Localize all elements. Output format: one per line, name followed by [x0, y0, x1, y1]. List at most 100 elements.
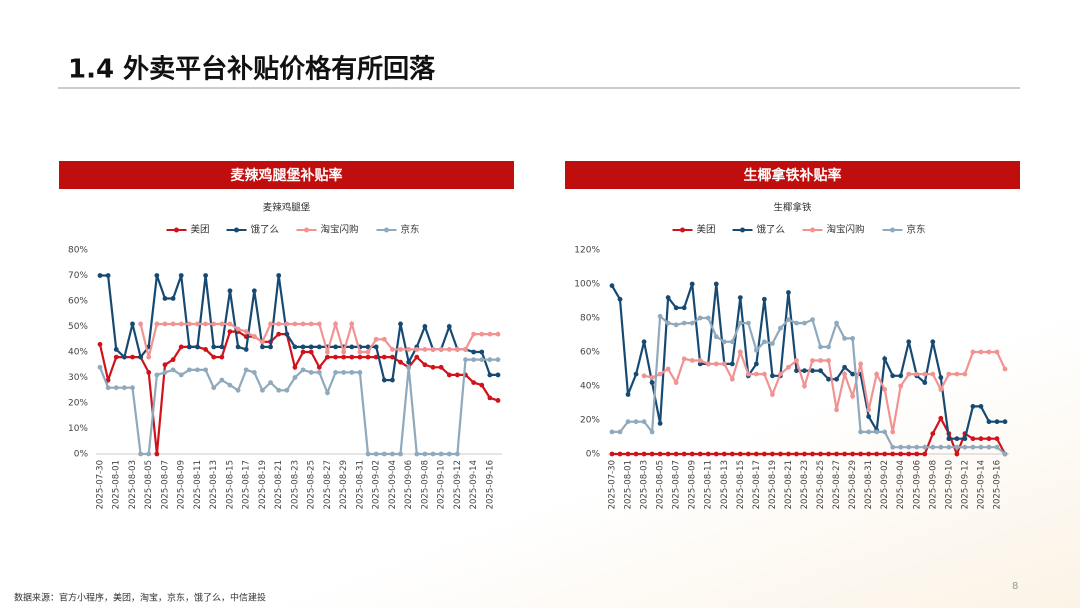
data-point [617, 296, 623, 302]
data-point [479, 349, 485, 355]
data-point [842, 451, 847, 457]
data-point [633, 419, 639, 425]
data-point [381, 451, 387, 457]
data-point [625, 419, 631, 425]
data-point [866, 414, 872, 419]
y-tick-label: 10% [68, 424, 88, 434]
data-point [834, 407, 839, 413]
panel-heading: 生椰拿铁补贴率 [744, 167, 842, 184]
data-point [938, 415, 944, 421]
data-point [986, 444, 992, 450]
x-tick-label: 2025-08-17 [242, 460, 252, 509]
data-point [617, 429, 623, 435]
data-point [858, 361, 864, 367]
data-point [770, 341, 775, 346]
data-point [938, 387, 944, 392]
data-point [673, 322, 679, 328]
data-point [414, 451, 420, 457]
data-point [786, 290, 791, 295]
data-point [341, 349, 347, 355]
data-point [373, 344, 379, 350]
data-point [487, 331, 493, 337]
data-point [721, 339, 727, 345]
data-point [446, 347, 452, 352]
source-note: 数据来源：官方小程序，美团，淘宝，京东，饿了么，中信建投 [14, 592, 266, 604]
x-tick-label: 2025-08-27 [832, 460, 842, 509]
x-tick-label: 2025-09-02 [880, 460, 890, 509]
data-point [300, 321, 306, 327]
data-point [1002, 366, 1008, 372]
data-point [786, 451, 791, 457]
page-number: 8 [1012, 581, 1018, 592]
legend-label: 淘宝闪购 [827, 224, 865, 236]
x-tick-label: 2025-08-19 [768, 460, 778, 509]
data-point [471, 349, 477, 355]
data-point [251, 370, 257, 375]
data-point [930, 431, 936, 436]
data-point [203, 273, 208, 278]
data-point [713, 281, 719, 287]
data-point [349, 370, 355, 375]
data-point [946, 371, 952, 377]
x-tick-label: 2025-09-10 [944, 460, 954, 509]
data-point [834, 376, 839, 382]
data-point [390, 377, 395, 383]
x-tick-label: 2025-09-12 [453, 460, 463, 509]
data-point [203, 367, 208, 373]
y-tick-label: 70% [68, 271, 88, 281]
data-point [341, 370, 347, 375]
data-point [978, 436, 984, 442]
data-point [276, 321, 282, 327]
x-tick-label: 2025-08-05 [656, 460, 666, 509]
data-point [422, 451, 428, 457]
data-point [866, 451, 872, 457]
data-point [463, 347, 468, 352]
data-point [227, 382, 233, 388]
data-point [495, 372, 501, 378]
data-point [227, 329, 233, 334]
data-point [994, 419, 1000, 425]
data-point [729, 339, 735, 345]
x-tick-label: 2025-09-10 [437, 460, 447, 509]
data-point [178, 344, 184, 350]
y-tick-label: 0% [586, 450, 601, 460]
data-point [826, 358, 831, 363]
data-point [609, 283, 615, 289]
data-point [121, 385, 127, 391]
data-point [906, 339, 912, 345]
data-point [333, 321, 338, 327]
data-point [970, 436, 976, 442]
data-point [195, 321, 200, 327]
data-point [794, 368, 799, 374]
series-line [612, 314, 1006, 455]
data-point [471, 331, 477, 337]
data-point [986, 419, 992, 425]
data-point [906, 371, 912, 377]
data-point [633, 451, 639, 457]
data-point [414, 354, 420, 360]
legend-marker [810, 227, 815, 233]
data-point [978, 404, 984, 409]
data-point [761, 296, 767, 302]
data-point [753, 451, 759, 457]
legend-label: 淘宝闪购 [321, 224, 359, 236]
data-point [365, 354, 371, 360]
data-point [154, 273, 160, 278]
x-tick-label: 2025-09-08 [420, 460, 430, 509]
data-point [713, 361, 719, 367]
data-point [697, 358, 703, 363]
data-point [97, 273, 103, 278]
x-tick-label: 2025-09-06 [404, 460, 414, 509]
data-point [729, 451, 735, 457]
data-point [697, 315, 703, 321]
data-point [243, 347, 249, 352]
data-point [970, 404, 976, 409]
data-point [834, 451, 839, 457]
data-point [398, 359, 403, 365]
data-point [154, 451, 160, 457]
data-point [276, 331, 282, 337]
data-point [641, 373, 647, 379]
data-point [882, 429, 888, 435]
x-tick-label: 2025-08-23 [290, 460, 300, 509]
data-point [778, 371, 783, 377]
